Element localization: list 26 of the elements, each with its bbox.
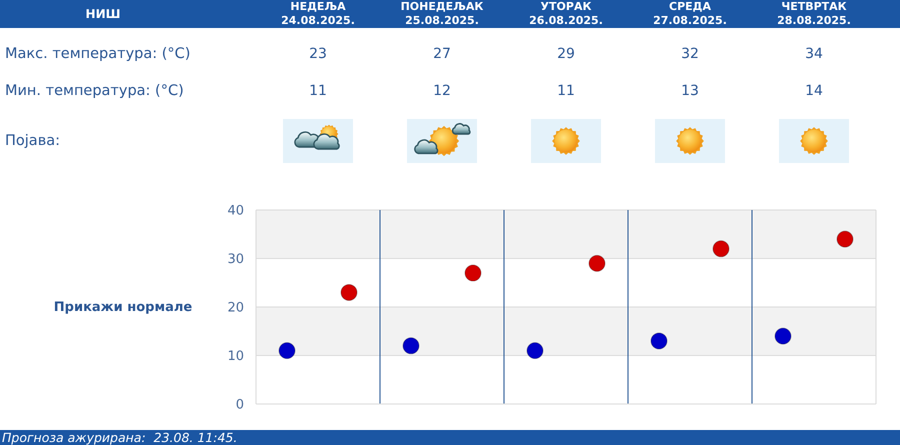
data-label: 34 — [804, 46, 824, 62]
data-label: 29 — [556, 46, 576, 62]
data-label: 11 — [308, 83, 328, 99]
y-tick-label: 0 — [236, 398, 244, 413]
y-tick-label: 10 — [227, 349, 244, 364]
y-tick-label: 40 — [227, 204, 244, 219]
y-tick-label: 20 — [227, 300, 244, 316]
text: ПОНЕДЕЉАК 25.08.2025. — [400, 0, 484, 27]
text: СРЕДА 27.08.2025. — [653, 0, 727, 27]
text: Прикажи нормале — [54, 300, 192, 315]
data-label: 27 — [432, 46, 452, 62]
y-tick-label: 30 — [227, 252, 244, 268]
text: УТОРАК 26.08.2025. — [529, 0, 603, 27]
data-label: 23 — [308, 46, 328, 62]
text: ЧЕТВРТАК 28.08.2025. — [777, 0, 851, 27]
text: НИШ — [86, 7, 120, 21]
data-label: 14 — [804, 83, 824, 99]
data-label: 11 — [556, 83, 576, 99]
text: Прогноза ажурирана: 23.08. 11:45. — [2, 430, 238, 445]
data-label: 12 — [432, 83, 452, 99]
data-label: 32 — [680, 46, 700, 62]
data-label: 13 — [680, 83, 700, 99]
text: Макс. температура: (°C) — [5, 46, 190, 62]
text: НЕДЕЉА 24.08.2025. — [281, 0, 355, 27]
text: Мин. температура: (°C) — [5, 83, 184, 99]
text: Појава: — [5, 133, 60, 149]
